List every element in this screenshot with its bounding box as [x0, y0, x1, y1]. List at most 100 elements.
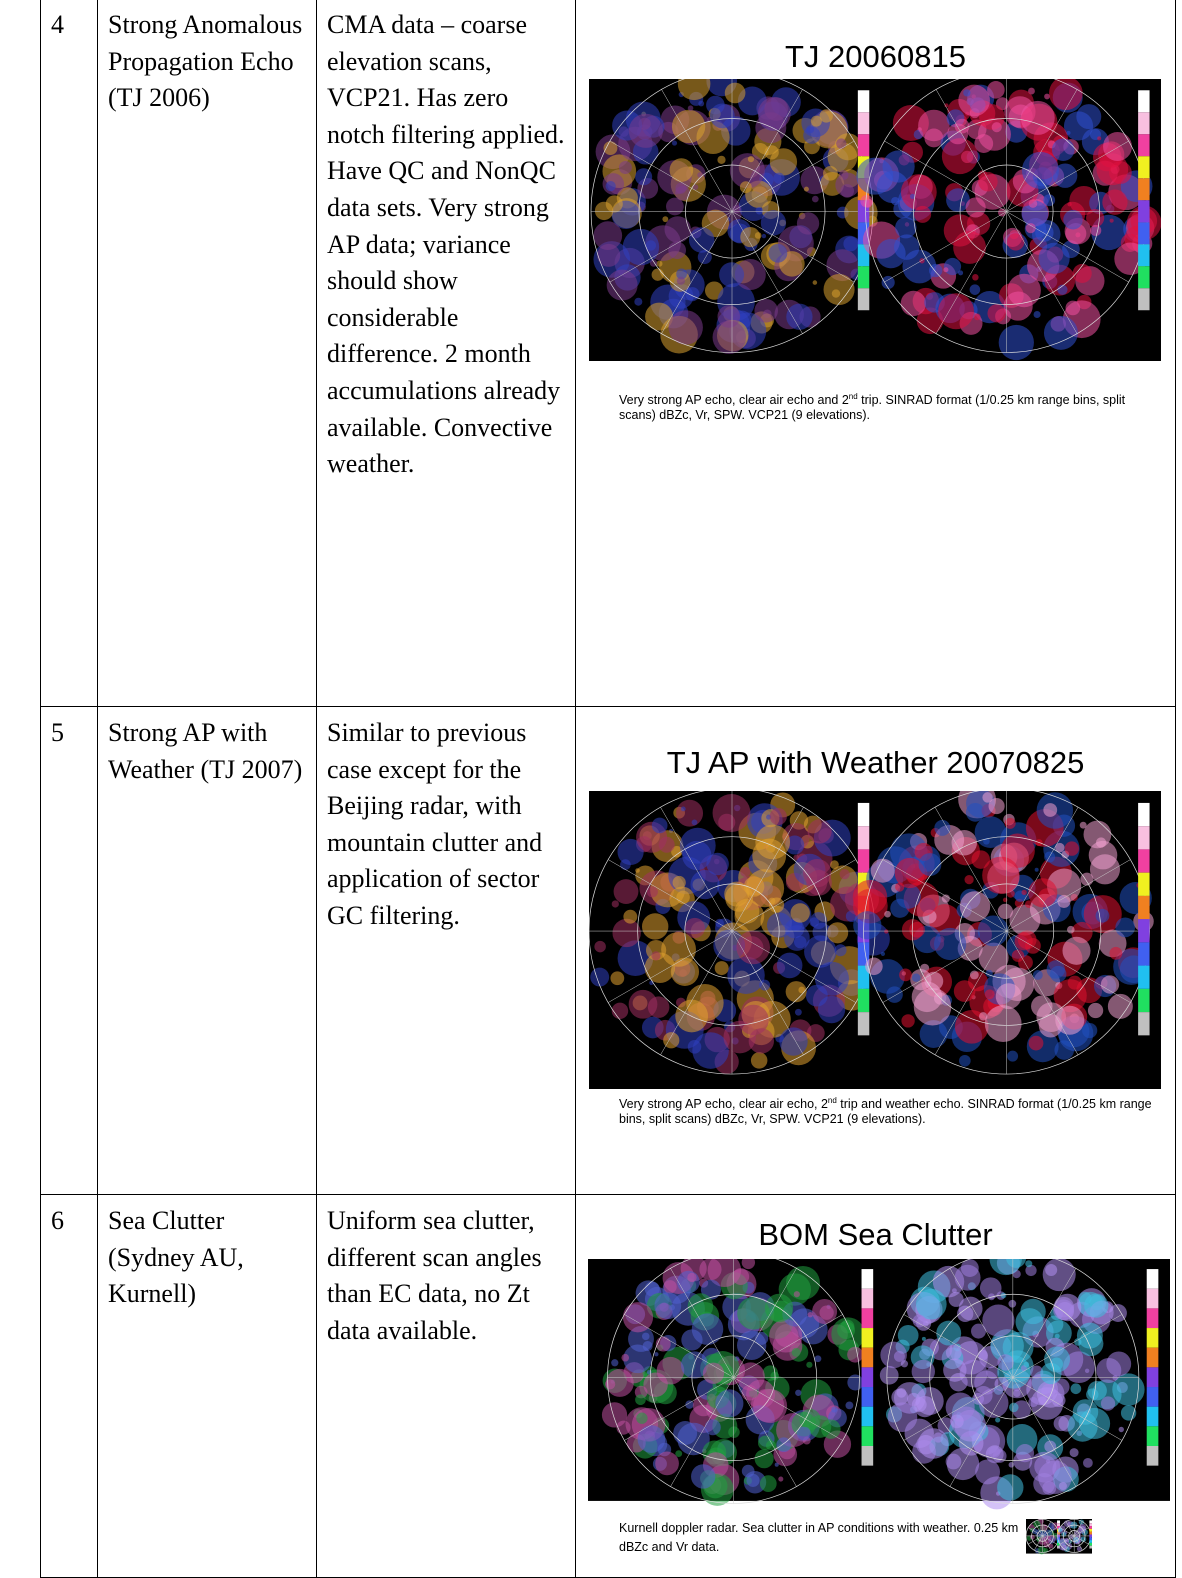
- echo: [681, 807, 686, 812]
- echo: [919, 853, 942, 876]
- echo: [606, 181, 616, 191]
- echo: [978, 172, 998, 192]
- echo: [652, 269, 664, 281]
- echo: [1054, 1416, 1069, 1431]
- echo: [1108, 994, 1133, 1019]
- echo: [843, 237, 858, 252]
- echo: [654, 1292, 681, 1319]
- echo: [753, 1389, 787, 1423]
- echo: [1043, 1259, 1076, 1291]
- color-scale: [1138, 942, 1149, 965]
- echo: [669, 310, 703, 344]
- echo: [795, 1009, 802, 1016]
- echo: [1044, 94, 1050, 100]
- row: 4 Strong Anomalous Propagation Echo (TJ …: [41, 0, 1176, 707]
- echo: [677, 1271, 700, 1294]
- echo: [746, 1474, 759, 1487]
- echo: [754, 299, 778, 323]
- echo: [963, 89, 970, 96]
- echo: [792, 1348, 801, 1357]
- echo: [943, 267, 948, 272]
- echo: [884, 911, 891, 918]
- echo: [840, 184, 854, 198]
- echo: [638, 1425, 666, 1453]
- echo: [988, 1446, 1000, 1458]
- echo: [959, 1055, 971, 1067]
- echo: [1028, 878, 1057, 907]
- color-scale: [1138, 200, 1149, 222]
- color-scale: [1138, 156, 1149, 178]
- color-scale: [862, 1426, 874, 1446]
- echo: [606, 195, 623, 212]
- color-scale: [1147, 1269, 1159, 1289]
- echo: [1025, 1260, 1032, 1267]
- color-scale: [862, 1308, 874, 1328]
- radar-thumbnail: [1026, 1519, 1092, 1555]
- echo: [688, 105, 694, 111]
- figure-title: BOM Sea Clutter: [576, 1217, 1175, 1254]
- echo: [1063, 210, 1083, 230]
- echo: [898, 1325, 919, 1346]
- echo: [668, 241, 686, 259]
- echo: [593, 221, 622, 250]
- echo: [705, 1419, 721, 1435]
- echo: [767, 912, 792, 937]
- echo: [1079, 1408, 1110, 1439]
- echo: [979, 943, 1009, 973]
- echo: [853, 911, 881, 939]
- echo: [762, 234, 766, 238]
- figure-cell: TJ AP with Weather 20070825 Very strong …: [576, 707, 1176, 1195]
- echo: [1066, 301, 1081, 316]
- echo: [912, 1360, 935, 1383]
- echo: [654, 1352, 658, 1356]
- figure-caption: Very strong AP echo, clear air echo and …: [619, 389, 1159, 423]
- echo: [1033, 970, 1043, 980]
- echo: [1109, 1304, 1127, 1322]
- echo: [770, 808, 787, 825]
- color-scale: [862, 1407, 874, 1427]
- echo: [894, 1351, 905, 1362]
- echo: [819, 1306, 833, 1320]
- echo: [610, 971, 624, 985]
- color-scale: [1138, 134, 1149, 156]
- echo: [1084, 1293, 1108, 1317]
- echo: [728, 1426, 740, 1438]
- echo: [612, 919, 640, 947]
- echo: [1007, 233, 1024, 250]
- echo: [901, 1014, 914, 1027]
- echo: [966, 197, 986, 217]
- echo: [1090, 225, 1101, 236]
- echo: [946, 1345, 962, 1361]
- color-scale: [1138, 222, 1149, 244]
- radar-image: [589, 791, 1161, 1089]
- echo: [1076, 104, 1101, 129]
- echo: [1035, 868, 1039, 872]
- echo: [602, 1402, 627, 1427]
- echo: [1073, 264, 1092, 283]
- echo: [692, 1313, 724, 1345]
- case-name: Sea Clutter (Sydney AU, Kurnell): [98, 1195, 317, 1578]
- echo: [665, 216, 691, 242]
- echo: [975, 1459, 1000, 1484]
- echo: [790, 903, 809, 922]
- echo: [982, 1304, 1014, 1336]
- echo: [985, 1005, 1022, 1042]
- echo: [999, 325, 1034, 360]
- case-notes: Uniform sea clutter, different scan angl…: [317, 1195, 576, 1578]
- echo: [955, 119, 970, 134]
- color-scale: [862, 1367, 874, 1387]
- case-number: 5: [41, 707, 98, 1195]
- color-scale: [858, 989, 869, 1012]
- echo: [1026, 223, 1036, 233]
- echo: [619, 161, 632, 174]
- echo: [675, 1000, 708, 1033]
- echo: [761, 210, 786, 235]
- echo: [958, 85, 990, 117]
- echo: [676, 891, 689, 904]
- color-scale: [858, 826, 869, 849]
- case-number: 6: [41, 1195, 98, 1578]
- echo: [982, 857, 1019, 894]
- echo: [942, 894, 950, 902]
- color-scale: [1138, 826, 1149, 849]
- echo: [1071, 1383, 1082, 1394]
